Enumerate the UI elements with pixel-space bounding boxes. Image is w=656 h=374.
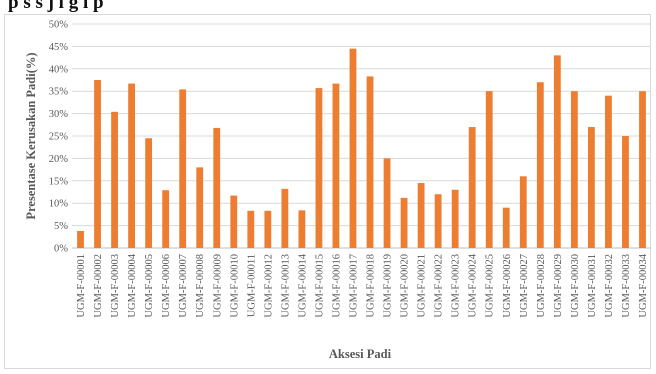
x-tick-label: UGM-F-00031 bbox=[587, 254, 598, 318]
x-tick-label: UGM-F-00006 bbox=[161, 254, 172, 318]
x-tick-label: UGM-F-00001 bbox=[76, 254, 87, 318]
y-tick-label: 0% bbox=[54, 244, 68, 255]
x-tick-label: UGM-F-00012 bbox=[263, 254, 274, 318]
y-tick-label: 25% bbox=[49, 132, 69, 143]
x-tick-label: UGM-F-00027 bbox=[519, 254, 530, 318]
x-tick-label: UGM-F-00032 bbox=[604, 254, 615, 318]
bar bbox=[128, 83, 136, 248]
x-tick-label: UGM-F-00011 bbox=[246, 254, 257, 317]
bar bbox=[349, 48, 357, 248]
bar bbox=[111, 111, 118, 248]
x-tick-label: UGM-F-00030 bbox=[570, 254, 581, 318]
bar bbox=[264, 210, 272, 248]
y-tick-label: 35% bbox=[49, 87, 69, 98]
bar bbox=[434, 194, 442, 248]
bar bbox=[332, 83, 340, 248]
bar bbox=[451, 189, 459, 248]
bar bbox=[400, 197, 408, 248]
bar bbox=[485, 91, 493, 248]
bar bbox=[536, 82, 544, 249]
x-tick-label: UGM-F-00028 bbox=[536, 254, 547, 318]
y-tick-label: 50% bbox=[49, 20, 69, 31]
bar bbox=[281, 188, 289, 248]
bar bbox=[366, 76, 374, 248]
x-tick-label: UGM-F-00025 bbox=[485, 254, 496, 318]
x-tick-label: UGM-F-00034 bbox=[638, 253, 649, 317]
bar bbox=[77, 230, 84, 248]
x-tick-label: UGM-F-00005 bbox=[144, 254, 155, 318]
x-tick-label: UGM-F-00022 bbox=[434, 254, 445, 318]
x-tick-label: UGM-F-00003 bbox=[110, 254, 121, 318]
x-tick-label: UGM-F-00008 bbox=[195, 254, 206, 318]
x-tick-label: UGM-F-00004 bbox=[127, 253, 138, 317]
bar bbox=[247, 210, 255, 248]
x-tick-label: UGM-F-00019 bbox=[383, 254, 394, 318]
x-tick-label: UGM-F-00033 bbox=[621, 254, 632, 318]
x-tick-label: UGM-F-00018 bbox=[366, 254, 377, 318]
bar bbox=[587, 127, 595, 248]
bar bbox=[383, 158, 391, 248]
bar bbox=[502, 207, 510, 248]
y-tick-label: 20% bbox=[49, 154, 69, 165]
bar bbox=[145, 138, 153, 248]
bar bbox=[196, 167, 204, 248]
x-axis-ticks: UGM-F-00001 UGM-F-00002 UGM-F-00003 UGM-F-0… bbox=[76, 253, 649, 317]
x-tick-label: UGM-F-00026 bbox=[502, 254, 513, 318]
y-tick-label: 5% bbox=[54, 221, 68, 232]
y-tick-label: 45% bbox=[49, 42, 69, 53]
x-tick-label: UGM-F-00013 bbox=[280, 254, 291, 318]
bar bbox=[298, 210, 306, 248]
x-tick-label: UGM-F-00015 bbox=[314, 254, 325, 318]
x-tick-label: UGM-F-00021 bbox=[417, 254, 428, 318]
y-axis-ticks: 0% 5% 10% 15% 20% 25% 30% 35% 40% 45% 50% bbox=[49, 20, 69, 255]
y-tick-label: 10% bbox=[49, 199, 69, 210]
bar bbox=[639, 91, 646, 248]
bar bbox=[315, 88, 323, 249]
chart-area bbox=[4, 14, 651, 369]
bar bbox=[417, 183, 425, 248]
bar bbox=[162, 190, 170, 248]
bar bbox=[605, 95, 612, 249]
y-tick-label: 40% bbox=[49, 64, 69, 75]
x-tick-label: UGM-F-00009 bbox=[212, 254, 223, 318]
bar bbox=[519, 176, 527, 248]
bars bbox=[77, 48, 646, 249]
bar bbox=[94, 80, 101, 248]
caption-fragment: p s s j l g l p bbox=[0, 0, 656, 15]
y-tick-label: 15% bbox=[49, 176, 69, 187]
x-axis-title: Aksesi Padi bbox=[329, 347, 392, 361]
bar bbox=[468, 127, 476, 248]
caption-fragment-text: p s s j l g l p bbox=[8, 0, 104, 13]
bar bbox=[553, 55, 561, 248]
y-tick-label: 30% bbox=[49, 109, 69, 120]
x-tick-label: UGM-F-00024 bbox=[468, 253, 479, 317]
x-tick-label: UGM-F-00020 bbox=[400, 254, 411, 318]
y-axis-title: Presentase Kerusakan Padi(%) bbox=[24, 52, 38, 219]
bar bbox=[179, 89, 187, 249]
bar bbox=[622, 136, 629, 248]
gridlines bbox=[72, 23, 651, 249]
bar bbox=[230, 195, 238, 248]
x-tick-label: UGM-F-00014 bbox=[297, 253, 308, 317]
bar bbox=[213, 127, 221, 248]
x-tick-label: UGM-F-00016 bbox=[331, 254, 342, 318]
x-tick-label: UGM-F-00010 bbox=[229, 254, 240, 318]
x-tick-label: UGM-F-00029 bbox=[553, 254, 564, 318]
x-tick-label: UGM-F-00007 bbox=[178, 254, 189, 318]
bar bbox=[570, 91, 578, 248]
x-tick-label: UGM-F-00017 bbox=[348, 254, 359, 318]
x-tick-label: UGM-F-00023 bbox=[451, 254, 462, 318]
x-tick-label: UGM-F-00002 bbox=[93, 254, 104, 318]
